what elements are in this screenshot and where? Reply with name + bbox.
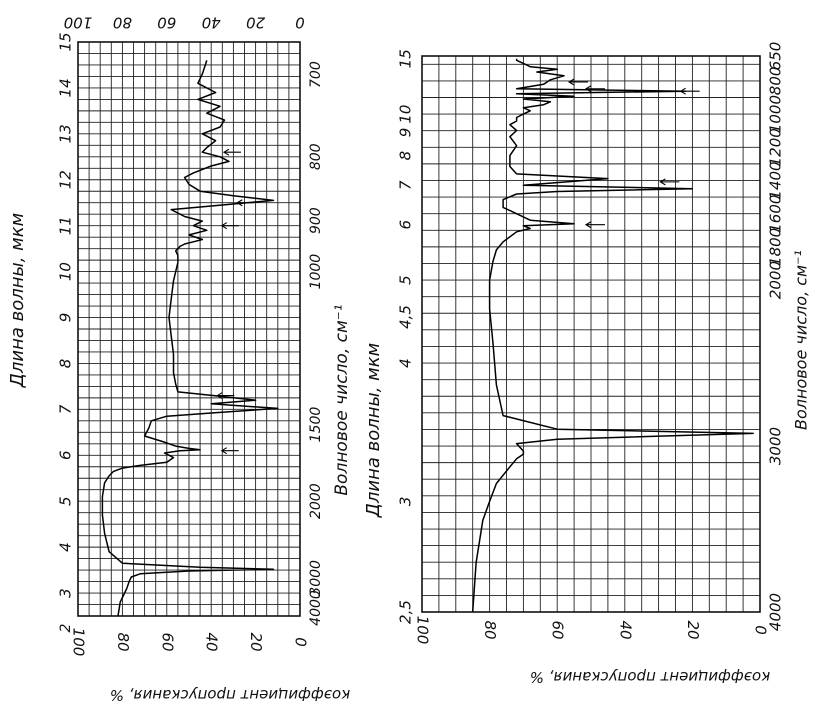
wavelength-axis-title: Длина волны, мкм — [363, 343, 384, 518]
wavelength-tick-label: 8 — [57, 359, 75, 369]
wavelength-tick-label: 11 — [57, 216, 75, 235]
wavelength-tick-label: 15 — [397, 49, 415, 68]
wavelength-tick-label: 6 — [57, 451, 75, 461]
wavenumber-tick-label: 1600 — [767, 195, 785, 233]
transmission-tick-label: 80 — [481, 620, 499, 639]
transmission-tick-label: 80 — [114, 632, 132, 651]
peak-arrow — [568, 78, 589, 86]
peak-arrow — [584, 85, 605, 93]
transmission-tick-label: 60 — [549, 620, 567, 639]
wavelength-tick-label: 3 — [57, 588, 75, 598]
wavelength-tick-label: 12 — [57, 170, 75, 189]
wavenumber-tick-label: 900 — [308, 207, 324, 234]
wavenumber-tick-label: 1200 — [767, 128, 785, 166]
wavenumber-tick-label: 800 — [308, 143, 324, 170]
transmission-tick-label: 0 — [752, 625, 770, 635]
wavelength-tick-label: 5 — [57, 496, 75, 506]
transmission-tick-label: 100 — [414, 616, 432, 645]
transmission-tick-label-top: 80 — [113, 14, 132, 32]
wavelength-tick-label: 15 — [57, 32, 75, 51]
transmission-tick-label: 100 — [70, 628, 88, 657]
transmission-tick-label: 20 — [247, 632, 265, 651]
wavenumber-tick-label: 2000 — [308, 483, 324, 519]
transmission-tick-label-top: 60 — [157, 14, 176, 32]
peak-arrow — [220, 447, 239, 455]
wavenumber-tick-label: 1000 — [308, 254, 324, 290]
peak-arrow — [679, 87, 700, 95]
wavenumber-tick-label: 2000 — [767, 261, 785, 299]
wavenumber-axis-title: Волновое число, см⁻¹ — [332, 304, 352, 495]
wavelength-axis-title: Длина волны, мкм — [7, 213, 28, 388]
wavenumber-tick-label: 700 — [308, 61, 324, 88]
peak-arrow — [216, 392, 235, 400]
wavelength-tick-label: 10 — [57, 262, 75, 281]
wavelength-tick-label: 7 — [57, 404, 75, 414]
wavelength-tick-label: 2 — [58, 623, 74, 632]
wavenumber-tick-label: 800 — [767, 67, 785, 96]
wavenumber-tick-label: 4000 — [767, 593, 785, 631]
wavelength-tick-label: 4 — [57, 542, 75, 552]
plot-frame — [421, 55, 761, 613]
wavenumber-tick-label: 1800 — [767, 228, 785, 266]
peak-arrow — [236, 199, 255, 207]
transmission-tick-label: 60 — [158, 632, 176, 651]
transmission-tick-label: 20 — [684, 620, 702, 639]
wavenumber-tick-label: 4000 — [308, 590, 324, 626]
wavelength-tick-label: 9 — [57, 313, 75, 323]
wavelength-tick-label: 13 — [57, 124, 75, 143]
wavenumber-tick-label: 1500 — [308, 407, 324, 443]
peak-arrow — [659, 178, 680, 186]
wavelength-tick-label: 3 — [397, 497, 415, 507]
peak-arrow — [222, 148, 241, 156]
transmission-tick-label-top: 100 — [64, 14, 93, 32]
wavenumber-tick-label: 650 — [767, 42, 785, 71]
wavelength-tick-label: 8 — [397, 151, 415, 161]
transmission-axis-title-line1: коэффициент пропускания, % — [110, 686, 350, 704]
transmission-tick-label-top: 40 — [202, 14, 221, 32]
wavelength-tick-label: 10 — [397, 105, 415, 124]
transmission-tick-label: 40 — [203, 632, 221, 651]
wavenumber-tick-label: 1000 — [767, 95, 785, 133]
wavelength-tick-label: 4,5 — [397, 305, 415, 329]
wavenumber-axis-title: Волновое число, см⁻¹ — [792, 250, 811, 430]
wavelength-tick-label: 9 — [397, 128, 415, 138]
spectrum-trace — [471, 58, 754, 613]
spectrum-trace — [101, 60, 279, 617]
wavelength-tick-label: 14 — [57, 78, 75, 97]
transmission-axis-title: коэффициент пропускания, % — [530, 668, 770, 686]
transmission-tick-label-top: 0 — [295, 14, 305, 32]
wavelength-tick-label: 7 — [397, 180, 415, 190]
plot-frame — [77, 41, 301, 617]
wavenumber-tick-label: 3000 — [767, 427, 785, 465]
peak-arrow — [220, 222, 239, 230]
wavelength-tick-label: 4 — [397, 358, 415, 368]
wavenumber-tick-label: 1400 — [767, 161, 785, 199]
wavelength-tick-label: 5 — [397, 275, 415, 285]
transmission-tick-label-top: 20 — [246, 14, 265, 32]
transmission-tick-label: 0 — [292, 637, 310, 647]
wavelength-tick-label: 2,5 — [397, 600, 415, 624]
wavenumber-tick-label: 3000 — [308, 560, 324, 596]
right-spectrum-chart: 2,5 3 4 4,5 5 6 7 8 9 10 15 4000 3000 200018001600140… — [363, 42, 811, 686]
wavelength-tick-label: 6 — [397, 220, 415, 230]
peak-arrow — [584, 221, 605, 229]
transmission-tick-label: 40 — [616, 620, 634, 639]
